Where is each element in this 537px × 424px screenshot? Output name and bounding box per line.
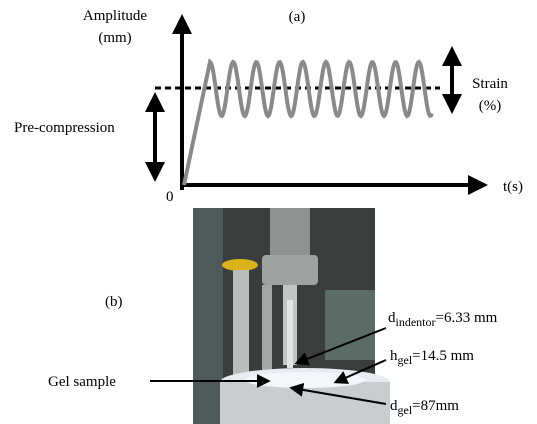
strain-wave (182, 57, 434, 186)
arrow (333, 359, 387, 384)
strain-label: Strain (472, 76, 508, 92)
panel-a: Amplitude (mm) (a) Strain (%) Pre-compre… (14, 8, 523, 205)
y-axis-title: Amplitude (83, 8, 148, 24)
x-axis-title: t(s) (503, 179, 523, 195)
arrow (289, 382, 387, 405)
panel-b: (b) Gel sample dindentor=6.33 mm hgel=14… (48, 294, 498, 417)
panel-label: (b) (105, 294, 123, 310)
gel-sample-label: Gel sample (48, 374, 116, 390)
annotation: hgel=14.5 mm (390, 348, 474, 367)
panel-label: (a) (289, 9, 306, 25)
strain-unit: (%) (479, 98, 502, 114)
annotation: dgel=87mm (390, 398, 459, 417)
origin-label: 0 (166, 189, 174, 205)
photo (193, 208, 390, 424)
annotation: dindentor=6.33 mm (388, 310, 498, 329)
y-axis-unit: (mm) (98, 30, 131, 46)
arrow (294, 327, 387, 366)
precompression-label: Pre-compression (14, 120, 115, 136)
